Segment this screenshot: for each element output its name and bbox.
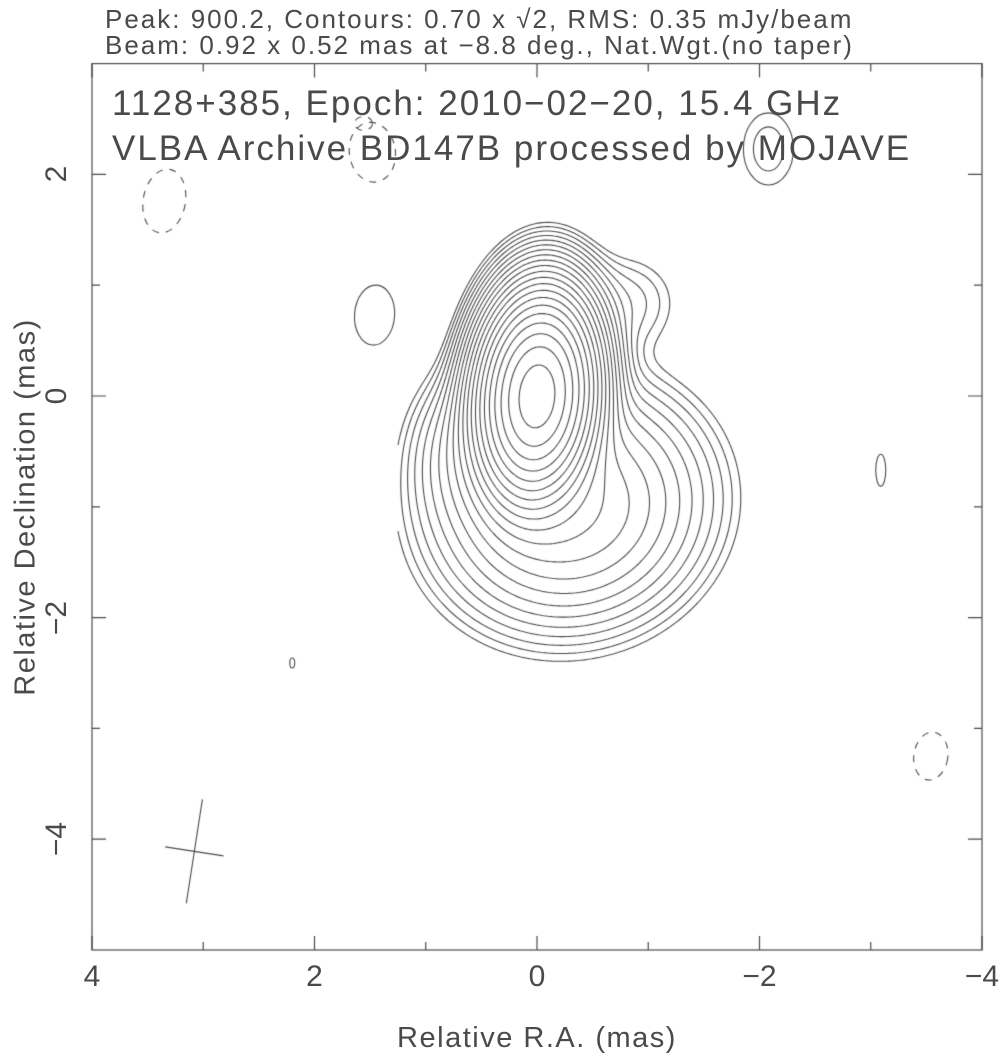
y-axis-title: Relative Declination (mas)	[9, 318, 42, 696]
x-tick-label: −4	[964, 960, 1000, 993]
x-axis-title: Relative R.A. (mas)	[397, 1022, 677, 1054]
plot-title-source-epoch-freq: 1128+385, Epoch: 2010−02−20, 15.4 GHz	[112, 84, 843, 123]
y-tick-label: −2	[40, 600, 73, 635]
x-tick-label: 4	[83, 960, 101, 993]
header-line-beam-weighting: Beam: 0.92 x 0.52 mas at −8.8 deg., Nat.…	[105, 30, 854, 60]
x-tick-label: −2	[742, 960, 777, 993]
y-tick-label: 2	[40, 166, 73, 183]
y-tick-label: −4	[40, 822, 73, 857]
header-line-peak-contours-rms: Peak: 900.2, Contours: 0.70 x √2, RMS: 0…	[105, 4, 854, 34]
plot-title-archive-credit: VLBA Archive BD147B processed by MOJAVE	[112, 129, 912, 168]
x-tick-label: 2	[306, 960, 323, 993]
y-tick-label: 0	[40, 387, 73, 405]
x-tick-label: 0	[528, 960, 546, 993]
